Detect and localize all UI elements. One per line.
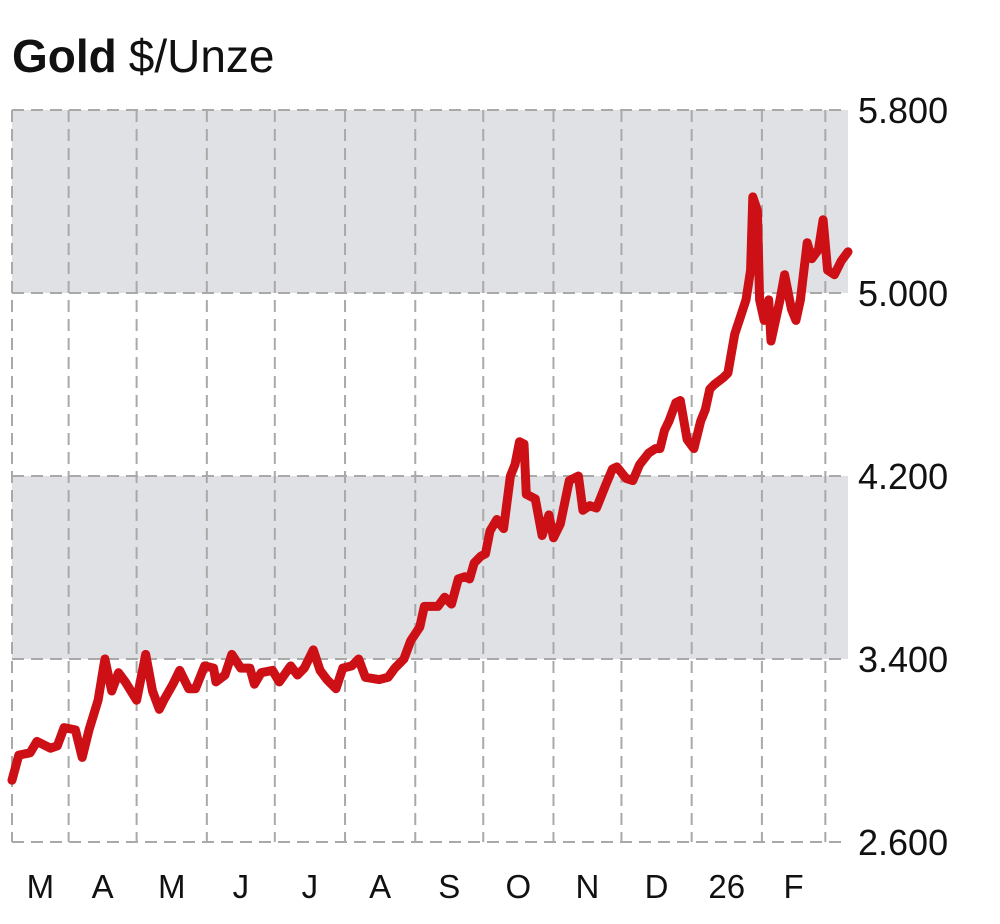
y-axis-labels: 2.600 3.400 4.200 5.000 5.800 <box>858 90 948 863</box>
title-unit: $/Unze <box>129 30 275 82</box>
x-tick-label: F <box>784 868 804 905</box>
x-tick-label: A <box>92 868 114 905</box>
x-tick-label: M <box>27 868 55 905</box>
x-tick-label: J <box>233 868 250 905</box>
y-tick-label: 2.600 <box>858 822 948 863</box>
gridlines <box>11 109 848 843</box>
shaded-bands <box>12 110 848 659</box>
chart-title: Gold $/Unze <box>12 30 275 82</box>
x-tick-label: 26 <box>708 868 745 905</box>
y-tick-label: 3.400 <box>858 639 948 680</box>
y-tick-label: 4.200 <box>858 456 948 497</box>
x-tick-label: M <box>158 868 186 905</box>
x-tick-label: J <box>302 868 319 905</box>
x-tick-label: O <box>506 868 532 905</box>
x-tick-label: D <box>645 868 669 905</box>
x-tick-label: A <box>369 868 391 905</box>
y-tick-label: 5.800 <box>858 90 948 131</box>
x-tick-label: S <box>438 868 460 905</box>
shaded-band <box>12 476 848 659</box>
shaded-band <box>12 110 848 293</box>
x-axis-labels: M A M J J A S O N D 26 F <box>27 868 804 905</box>
x-tick-label: N <box>576 868 600 905</box>
y-tick-label: 5.000 <box>858 273 948 314</box>
price-line-layer <box>7 192 853 785</box>
title-main: Gold <box>12 30 117 82</box>
gold-price-line <box>7 192 853 785</box>
